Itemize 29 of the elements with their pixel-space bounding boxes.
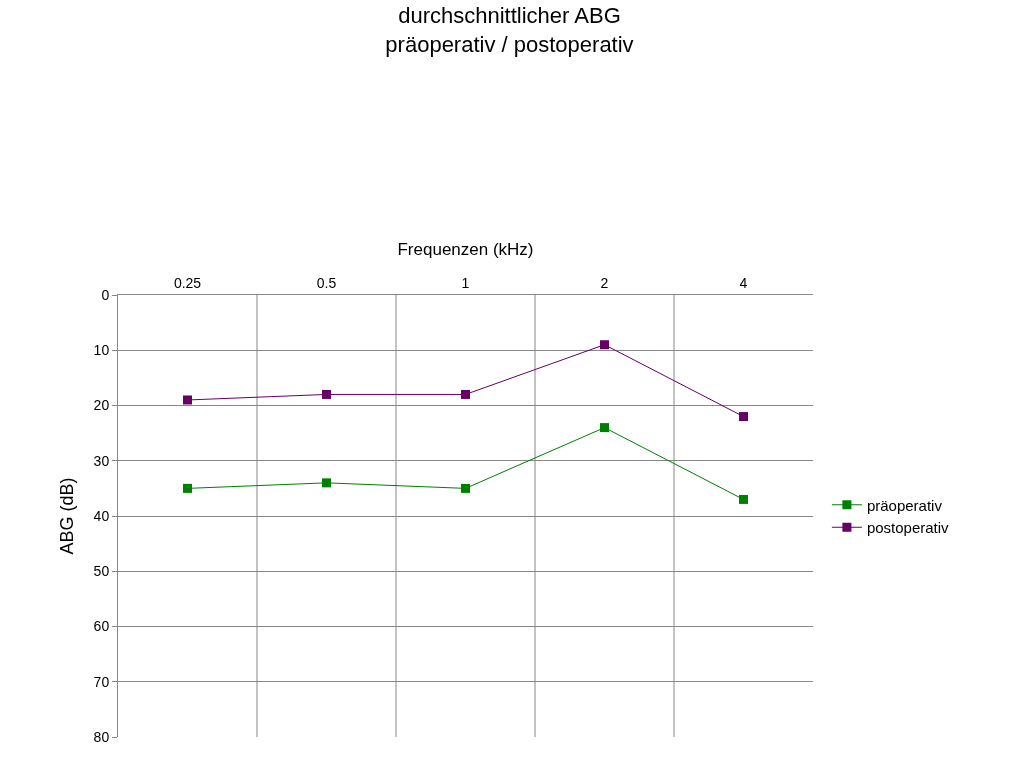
y-axis-title: ABG (dB) — [56, 477, 77, 555]
y-tick-label: 50 — [93, 563, 110, 580]
x-tick-label: 4 — [739, 275, 748, 292]
point — [600, 340, 609, 350]
point — [183, 483, 192, 493]
y-tick-label: 0 — [101, 286, 110, 303]
point — [322, 389, 331, 399]
point — [322, 478, 331, 488]
point — [600, 423, 609, 433]
point — [739, 494, 748, 504]
point — [183, 395, 192, 405]
y-tick-label: 10 — [93, 342, 110, 359]
y-tick-label: 40 — [93, 507, 110, 524]
point — [461, 483, 470, 493]
x-tick-label: 0.25 — [173, 275, 202, 292]
y-tick-label: 70 — [93, 673, 110, 690]
point — [739, 412, 748, 422]
legend-label: präoperativ — [866, 496, 943, 514]
x-tick-label: 2 — [600, 275, 609, 292]
y-tick-label: 80 — [93, 728, 110, 745]
chart-title: durchschnittlicher ABG präoperativ / postoperativ — [385, 3, 634, 57]
y-tick-label: 30 — [93, 452, 110, 469]
point — [461, 389, 470, 399]
y-tick-label: 60 — [93, 618, 110, 635]
y-tick-label: 20 — [93, 397, 110, 414]
x-tick-label: 0.5 — [316, 275, 337, 292]
x-tick-label: 1 — [461, 275, 470, 292]
legend-label: postoperativ — [866, 519, 950, 537]
x-axis-title: Frequenzen (kHz) — [397, 239, 534, 259]
